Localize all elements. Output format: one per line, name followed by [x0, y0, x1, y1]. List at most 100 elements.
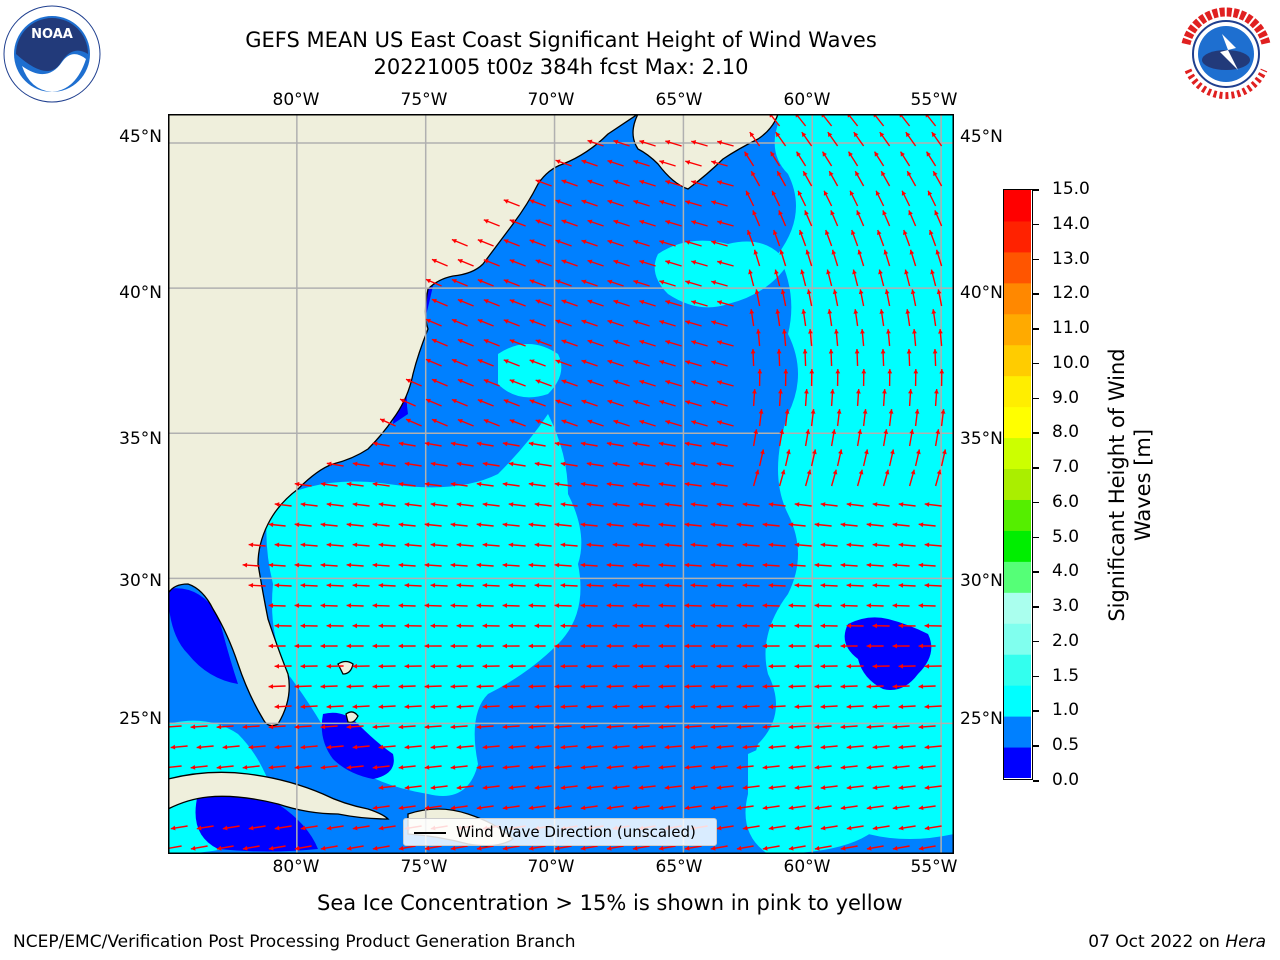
wind-wave-arrowhead	[639, 259, 645, 265]
wind-wave-arrowhead	[744, 151, 749, 157]
wind-wave-arrowhead	[711, 360, 717, 365]
wind-wave-arrowhead	[456, 502, 462, 507]
wind-wave-arrowhead	[942, 449, 947, 455]
wind-wave-arrowhead	[586, 663, 592, 669]
lat-label-right: 45°N	[960, 127, 1003, 147]
wind-wave-arrowhead	[788, 643, 793, 649]
wind-wave-arrowhead	[482, 502, 488, 507]
colorbar-swatch	[1004, 685, 1031, 717]
wind-wave-arrowhead	[664, 704, 670, 710]
wind-wave-arrowhead	[913, 369, 919, 374]
wind-wave-arrowhead	[710, 603, 716, 608]
wind-wave-arrowhead	[346, 724, 352, 730]
wind-wave-arrowhead	[717, 220, 723, 225]
wind-wave-arrowhead	[535, 299, 541, 304]
colorbar-swatch	[1004, 375, 1031, 408]
wind-wave-arrowhead	[778, 389, 783, 394]
wind-wave-arrowhead	[820, 663, 826, 669]
wind-wave-arrowhead	[812, 449, 817, 455]
wind-wave-arrowhead	[918, 764, 924, 770]
wind-wave-arrowhead	[633, 359, 639, 365]
wind-wave-arrowhead	[529, 199, 535, 204]
wind-wave-arrowhead	[404, 785, 410, 790]
wind-wave-arrowhead	[294, 684, 300, 689]
wind-wave-arrowhead	[711, 400, 717, 405]
wind-wave-arrowhead	[508, 582, 514, 588]
lon-label-bottom: 60°W	[783, 857, 831, 877]
wind-wave-arrowhead	[881, 171, 886, 177]
wind-wave-arrowhead	[528, 522, 534, 528]
wind-wave-arrow	[168, 725, 182, 728]
wind-wave-arrowhead	[372, 805, 378, 811]
wind-wave-arrowhead	[326, 825, 332, 831]
wind-wave-arrowhead	[294, 764, 300, 770]
wind-wave-arrowhead	[830, 210, 835, 216]
wind-wave-arrowhead	[561, 259, 567, 265]
wind-wave-arrowhead	[352, 623, 358, 629]
wind-wave-arrowhead	[710, 684, 716, 689]
wind-wave-arrowhead	[586, 785, 592, 790]
wind-wave-arrowhead	[424, 684, 430, 689]
wind-wave-arrowhead	[710, 441, 716, 447]
wind-wave-arrowhead	[684, 805, 690, 811]
wind-wave-arrowhead	[450, 805, 456, 811]
wind-wave-arrowhead	[268, 845, 274, 851]
lon-label-top: 70°W	[527, 90, 575, 110]
wind-wave-arrowhead	[840, 764, 846, 770]
wind-wave-arrowhead	[457, 299, 463, 304]
wind-wave-arrowhead	[852, 269, 857, 275]
wind-wave-arrowhead	[797, 190, 803, 196]
wind-wave-arrowhead	[784, 409, 790, 414]
wind-wave-arrowhead	[746, 230, 752, 235]
wind-wave-arrowhead	[876, 230, 882, 235]
wind-wave-arrowhead	[658, 805, 664, 811]
wind-wave-arrowhead	[580, 845, 586, 851]
wind-wave-arrowhead	[372, 522, 378, 528]
wind-wave-arrowhead	[748, 269, 753, 275]
wind-wave-arrowhead	[892, 522, 898, 528]
wind-wave-arrowhead	[840, 562, 846, 568]
wind-wave-arrowhead	[658, 441, 664, 447]
wind-wave-arrowhead	[535, 339, 541, 344]
wind-wave-arrowhead	[378, 744, 384, 750]
colorbar-tick-mark	[1033, 467, 1039, 469]
wind-wave-arrowhead	[665, 340, 671, 345]
wind-wave-arrowhead	[398, 441, 404, 447]
wind-wave-arrowhead	[431, 418, 437, 424]
wind-wave-arrowhead	[482, 461, 488, 467]
wind-wave-arrowhead	[820, 582, 826, 588]
wind-wave-arrowhead	[794, 502, 800, 507]
wind-wave-arrowhead	[555, 279, 561, 284]
wind-wave-arrowhead	[658, 562, 664, 568]
wind-wave-arrowhead	[856, 389, 861, 394]
wind-wave-arrowhead	[561, 379, 567, 385]
wind-wave-arrowhead	[823, 190, 829, 196]
wind-wave-arrowhead	[930, 269, 935, 275]
wind-wave-arrowhead	[580, 522, 586, 528]
wind-wave-arrowhead	[606, 481, 612, 487]
lat-label-right: 25°N	[960, 709, 1003, 729]
wind-wave-arrowhead	[658, 481, 664, 487]
wind-wave-arrowhead	[450, 764, 456, 770]
wind-wave-arrowhead	[736, 562, 742, 568]
wind-wave-arrowhead	[451, 398, 457, 404]
wind-wave-arrowhead	[910, 289, 916, 295]
wind-wave-arrowhead	[760, 449, 765, 455]
wind-wave-arrowhead	[665, 180, 671, 185]
colorbar-tick-label: 6.0	[1052, 491, 1080, 512]
wind-wave-arrowhead	[814, 764, 820, 770]
wind-wave-arrowhead	[886, 329, 891, 334]
lat-label-left: 40°N	[119, 283, 162, 303]
wind-wave-arrowhead	[613, 139, 619, 145]
wind-wave-arrowhead	[716, 785, 722, 790]
wind-wave-arrowhead	[794, 825, 800, 831]
wind-wave-arrowhead	[768, 542, 774, 548]
wind-wave-arrowhead	[690, 663, 696, 669]
wind-wave-arrowhead	[477, 399, 483, 404]
wind-wave-arrowhead	[581, 159, 587, 165]
wind-wave-arrowhead	[866, 522, 872, 528]
wind-wave-arrowhead	[866, 724, 872, 730]
wind-wave-arrowhead	[613, 299, 619, 305]
wind-wave-arrowhead	[268, 603, 274, 608]
wind-wave-arrowhead	[581, 279, 587, 285]
